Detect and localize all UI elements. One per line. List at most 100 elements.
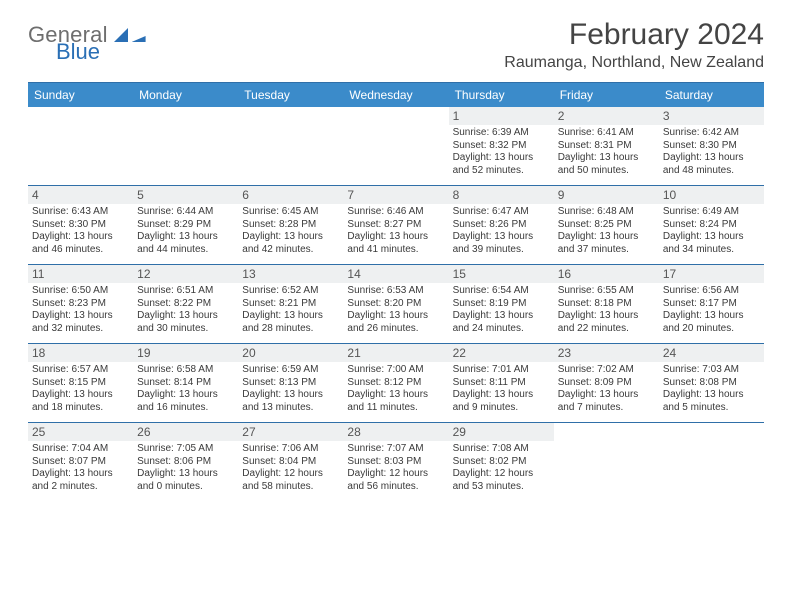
calendar-cell: 12Sunrise: 6:51 AMSunset: 8:22 PMDayligh… bbox=[133, 265, 238, 343]
day-details: Sunrise: 7:06 AMSunset: 8:04 PMDaylight:… bbox=[242, 443, 339, 493]
daylight-line1: Daylight: 13 hours bbox=[137, 231, 234, 244]
daylight-line2: and 9 minutes. bbox=[453, 402, 550, 415]
daylight-line1: Daylight: 13 hours bbox=[32, 231, 129, 244]
sunrise-text: Sunrise: 6:44 AM bbox=[137, 206, 234, 219]
calendar-cell bbox=[343, 107, 448, 185]
daylight-line2: and 30 minutes. bbox=[137, 323, 234, 336]
sunset-text: Sunset: 8:30 PM bbox=[32, 219, 129, 232]
day-details: Sunrise: 6:46 AMSunset: 8:27 PMDaylight:… bbox=[347, 206, 444, 256]
logo-triangle-icon bbox=[114, 28, 128, 42]
sunrise-text: Sunrise: 6:59 AM bbox=[242, 364, 339, 377]
sunset-text: Sunset: 8:18 PM bbox=[558, 298, 655, 311]
calendar-cell bbox=[659, 423, 764, 501]
sunrise-text: Sunrise: 6:50 AM bbox=[32, 285, 129, 298]
daylight-line1: Daylight: 13 hours bbox=[663, 231, 760, 244]
dow-friday: Friday bbox=[554, 83, 659, 107]
day-number: 3 bbox=[659, 107, 764, 125]
sunset-text: Sunset: 8:25 PM bbox=[558, 219, 655, 232]
title-block: February 2024 Raumanga, Northland, New Z… bbox=[504, 18, 764, 72]
day-number: 25 bbox=[28, 423, 133, 441]
day-details: Sunrise: 6:59 AMSunset: 8:13 PMDaylight:… bbox=[242, 364, 339, 414]
calendar-cell: 26 Sunrise: 7:05 AMSunset: 8:06 PMDayligh… bbox=[133, 423, 238, 501]
calendar-week: 1Sunrise: 6:39 AMSunset: 8:32 PMDaylight… bbox=[28, 107, 764, 186]
calendar-cell: 25Sunrise: 7:04 AMSunset: 8:07 PMDayligh… bbox=[28, 423, 133, 501]
calendar-cell: 21Sunrise: 7:00 AMSunset: 8:12 PMDayligh… bbox=[343, 344, 448, 422]
sunset-text: Sunset: 8:12 PM bbox=[347, 377, 444, 390]
calendar-cell: 24Sunrise: 7:03 AMSunset: 8:08 PMDayligh… bbox=[659, 344, 764, 422]
day-number: 8 bbox=[449, 186, 554, 204]
day-number: 26 bbox=[133, 423, 238, 441]
day-details: Sunrise: 7:05 AMSunset: 8:06 PMDaylight:… bbox=[137, 443, 234, 493]
daylight-line2: and 56 minutes. bbox=[347, 481, 444, 494]
weeks-container: 1Sunrise: 6:39 AMSunset: 8:32 PMDaylight… bbox=[28, 107, 764, 501]
logo: General Blue bbox=[28, 18, 146, 63]
calendar-cell: 16Sunrise: 6:55 AMSunset: 8:18 PMDayligh… bbox=[554, 265, 659, 343]
dow-saturday: Saturday bbox=[659, 83, 764, 107]
calendar-cell: 23Sunrise: 7:02 AMSunset: 8:09 PMDayligh… bbox=[554, 344, 659, 422]
day-details: Sunrise: 7:00 AMSunset: 8:12 PMDaylight:… bbox=[347, 364, 444, 414]
daylight-line1: Daylight: 13 hours bbox=[663, 389, 760, 402]
daylight-line1: Daylight: 13 hours bbox=[137, 389, 234, 402]
sunrise-text: Sunrise: 6:56 AM bbox=[663, 285, 760, 298]
calendar-cell: 19Sunrise: 6:58 AMSunset: 8:14 PMDayligh… bbox=[133, 344, 238, 422]
daylight-line2: and 32 minutes. bbox=[32, 323, 129, 336]
day-details: Sunrise: 6:56 AMSunset: 8:17 PMDaylight:… bbox=[663, 285, 760, 335]
dow-sunday: Sunday bbox=[28, 83, 133, 107]
calendar-cell: 2Sunrise: 6:41 AMSunset: 8:31 PMDaylight… bbox=[554, 107, 659, 185]
daylight-line1: Daylight: 12 hours bbox=[347, 468, 444, 481]
calendar-cell: 1Sunrise: 6:39 AMSunset: 8:32 PMDaylight… bbox=[449, 107, 554, 185]
calendar-cell: 22Sunrise: 7:01 AMSunset: 8:11 PMDayligh… bbox=[449, 344, 554, 422]
daylight-line2: and 46 minutes. bbox=[32, 244, 129, 257]
logo-wing-icon bbox=[132, 36, 146, 42]
daylight-line2: and 39 minutes. bbox=[453, 244, 550, 257]
day-details: Sunrise: 6:49 AMSunset: 8:24 PMDaylight:… bbox=[663, 206, 760, 256]
daylight-line2: and 28 minutes. bbox=[242, 323, 339, 336]
day-number: 9 bbox=[554, 186, 659, 204]
daylight-line2: and 37 minutes. bbox=[558, 244, 655, 257]
daylight-line1: Daylight: 13 hours bbox=[32, 468, 129, 481]
dow-wednesday: Wednesday bbox=[343, 83, 448, 107]
day-details: Sunrise: 6:42 AMSunset: 8:30 PMDaylight:… bbox=[663, 127, 760, 177]
dow-tuesday: Tuesday bbox=[238, 83, 343, 107]
daylight-line1: Daylight: 13 hours bbox=[453, 152, 550, 165]
sunrise-text: Sunrise: 6:58 AM bbox=[137, 364, 234, 377]
calendar-cell: 29Sunrise: 7:08 AMSunset: 8:02 PMDayligh… bbox=[449, 423, 554, 501]
daylight-line2: and 0 minutes. bbox=[137, 481, 234, 494]
day-details: Sunrise: 6:52 AMSunset: 8:21 PMDaylight:… bbox=[242, 285, 339, 335]
daylight-line2: and 2 minutes. bbox=[32, 481, 129, 494]
sunset-text: Sunset: 8:30 PM bbox=[663, 140, 760, 153]
sunrise-text: Sunrise: 6:42 AM bbox=[663, 127, 760, 140]
sunrise-text: Sunrise: 7:06 AM bbox=[242, 443, 339, 456]
daylight-line1: Daylight: 13 hours bbox=[242, 310, 339, 323]
sunset-text: Sunset: 8:28 PM bbox=[242, 219, 339, 232]
calendar-cell: 5Sunrise: 6:44 AMSunset: 8:29 PMDaylight… bbox=[133, 186, 238, 264]
day-number: 20 bbox=[238, 344, 343, 362]
daylight-line1: Daylight: 13 hours bbox=[32, 389, 129, 402]
daylight-line2: and 34 minutes. bbox=[663, 244, 760, 257]
calendar-cell: 3 Sunrise: 6:42 AMSunset: 8:30 PMDaylight… bbox=[659, 107, 764, 185]
day-number: 24 bbox=[659, 344, 764, 362]
day-details: Sunrise: 6:47 AMSunset: 8:26 PMDaylight:… bbox=[453, 206, 550, 256]
sunset-text: Sunset: 8:04 PM bbox=[242, 456, 339, 469]
month-title: February 2024 bbox=[504, 18, 764, 52]
daylight-line2: and 52 minutes. bbox=[453, 165, 550, 178]
daylight-line1: Daylight: 13 hours bbox=[347, 389, 444, 402]
day-details: Sunrise: 6:39 AMSunset: 8:32 PMDaylight:… bbox=[453, 127, 550, 177]
day-details: Sunrise: 7:01 AMSunset: 8:11 PMDaylight:… bbox=[453, 364, 550, 414]
daylight-line1: Daylight: 13 hours bbox=[453, 389, 550, 402]
day-details: Sunrise: 6:41 AMSunset: 8:31 PMDaylight:… bbox=[558, 127, 655, 177]
sunrise-text: Sunrise: 6:39 AM bbox=[453, 127, 550, 140]
day-number: 6 bbox=[238, 186, 343, 204]
calendar-cell bbox=[554, 423, 659, 501]
location-subtitle: Raumanga, Northland, New Zealand bbox=[504, 54, 764, 72]
daylight-line1: Daylight: 13 hours bbox=[137, 468, 234, 481]
day-number: 17 bbox=[659, 265, 764, 283]
day-details: Sunrise: 6:55 AMSunset: 8:18 PMDaylight:… bbox=[558, 285, 655, 335]
daylight-line2: and 18 minutes. bbox=[32, 402, 129, 415]
calendar-cell: 4Sunrise: 6:43 AMSunset: 8:30 PMDaylight… bbox=[28, 186, 133, 264]
sunrise-text: Sunrise: 7:05 AM bbox=[137, 443, 234, 456]
day-details: Sunrise: 7:08 AMSunset: 8:02 PMDaylight:… bbox=[453, 443, 550, 493]
sunrise-text: Sunrise: 6:45 AM bbox=[242, 206, 339, 219]
sunset-text: Sunset: 8:21 PM bbox=[242, 298, 339, 311]
daylight-line1: Daylight: 13 hours bbox=[558, 310, 655, 323]
